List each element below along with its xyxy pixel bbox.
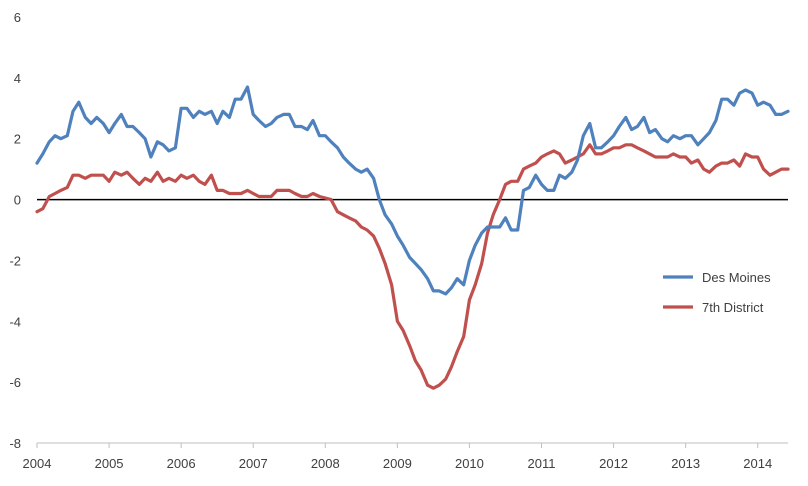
x-tick-label: 2009 [383, 456, 412, 471]
x-tick-label: 2011 [528, 456, 556, 471]
x-tick-label: 2008 [311, 456, 340, 471]
series-lines [35, 85, 790, 390]
x-tick-label: 2010 [455, 456, 484, 471]
x-tick-label: 2014 [743, 456, 772, 471]
y-axis-tick-labels: -8 -6 -4 -2 0 2 4 6 [9, 10, 21, 451]
x-tick-label: 2005 [95, 456, 124, 471]
x-axis: 2004 2005 2006 2007 2008 2009 2010 2011 2012 2013… [23, 442, 788, 471]
y-tick-label: -6 [9, 375, 21, 390]
legend-label-des-moines: Des Moines [702, 270, 771, 285]
y-tick-label: 0 [14, 193, 21, 208]
x-tick-label: 2006 [167, 456, 196, 471]
y-tick-label: -4 [9, 314, 21, 329]
y-tick-label: -8 [9, 436, 21, 451]
x-tick-label: 2013 [671, 456, 700, 471]
legend: Des Moines 7th District [663, 270, 771, 315]
y-tick-label: 2 [14, 132, 21, 147]
y-tick-label: 4 [14, 71, 21, 86]
x-tick-label: 2012 [599, 456, 628, 471]
legend-label-7th-district: 7th District [702, 300, 764, 315]
x-tick-label: 2007 [239, 456, 268, 471]
series-line-des-moines [35, 85, 790, 296]
series-line-7th-district [35, 143, 790, 390]
y-tick-label: -2 [9, 253, 21, 268]
y-tick-label: 6 [14, 10, 21, 25]
x-tick-label: 2004 [23, 456, 52, 471]
